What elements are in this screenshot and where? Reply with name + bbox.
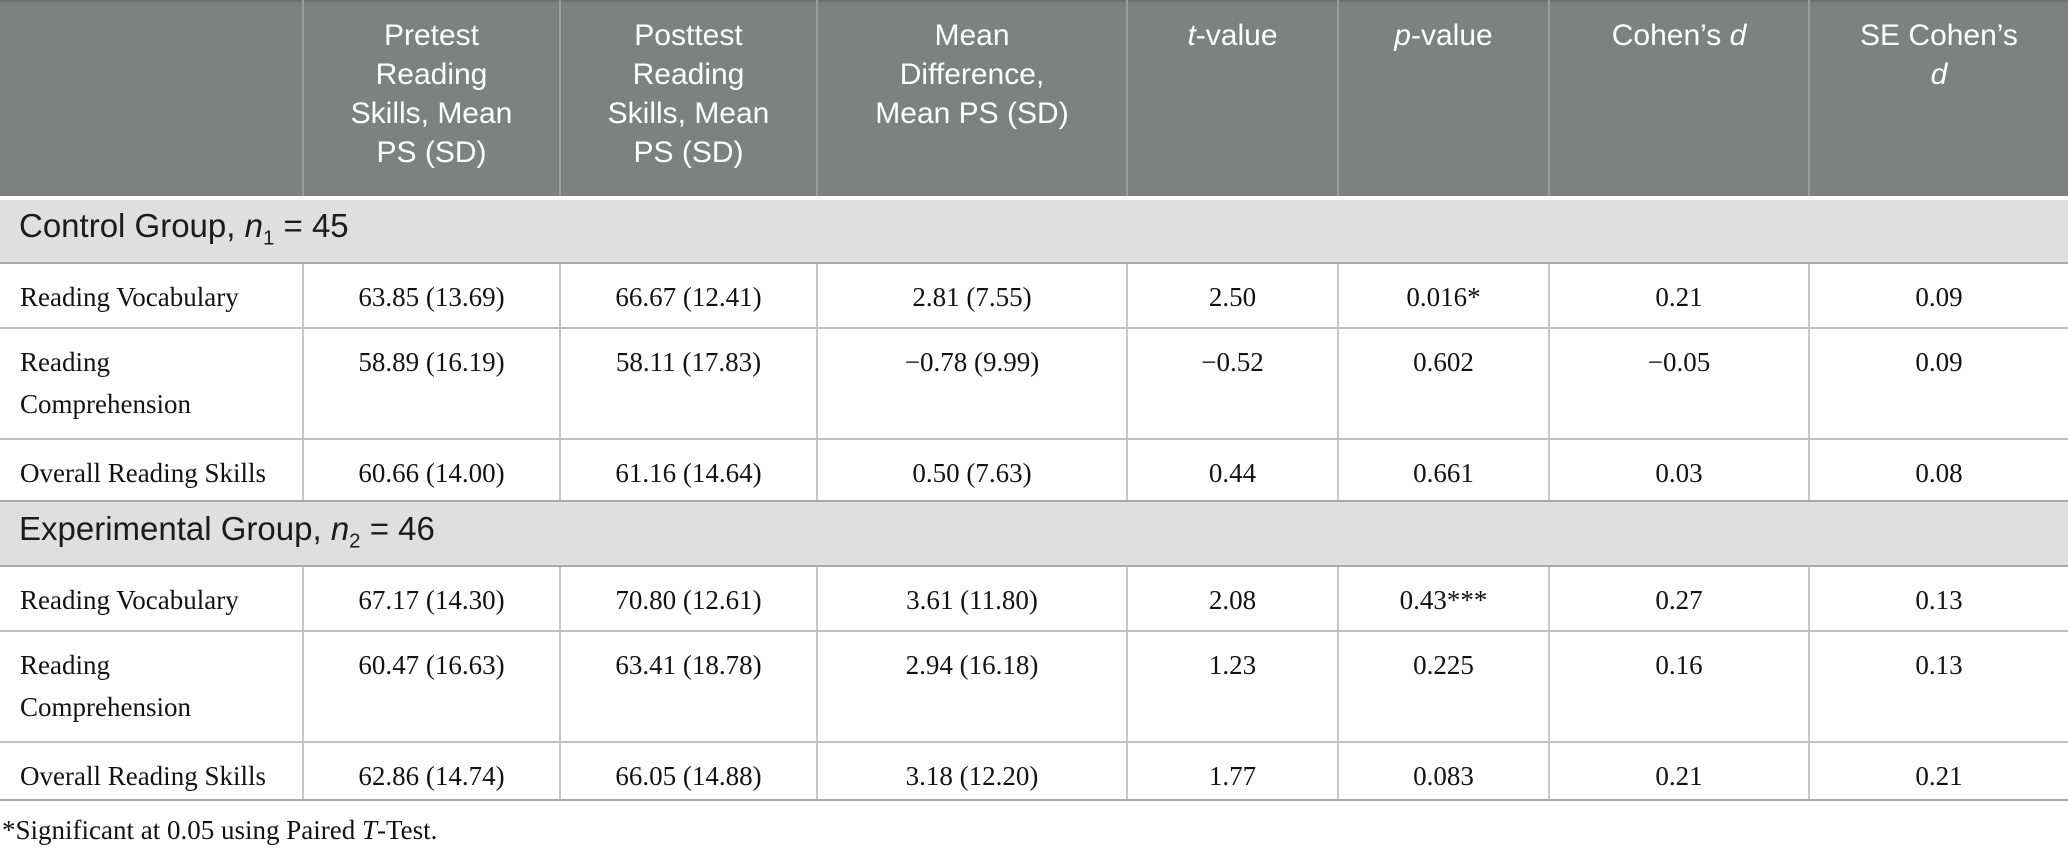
cell-t-value: −0.52: [1126, 328, 1338, 440]
results-table: Pretest Reading Skills, Mean PS (SD) Pos…: [0, 0, 2068, 801]
cell-pretest: 60.66 (14.00): [302, 439, 560, 502]
cell-p-value: 0.602: [1337, 328, 1549, 440]
group-header-control: Control Group, n1 = 45: [0, 197, 2068, 264]
cell-se-cohens-d: 0.09: [1808, 328, 2068, 440]
cell-cohens-d: −0.05: [1548, 328, 1809, 440]
cell-se-cohens-d: 0.13: [1808, 566, 2068, 632]
row-label: Reading Comprehension: [0, 328, 303, 440]
cell-t-value: 1.23: [1126, 631, 1338, 743]
cell-pretest: 63.85 (13.69): [302, 263, 560, 329]
row-label: Overall Reading Skills: [0, 439, 303, 502]
cell-cohens-d: 0.21: [1548, 263, 1809, 329]
table-header: Pretest Reading Skills, Mean PS (SD) Pos…: [0, 1, 2068, 200]
table-row-control-comprehension: Reading Comprehension 58.89 (16.19) 58.1…: [0, 328, 2068, 440]
cell-cohens-d: 0.16: [1548, 631, 1809, 743]
cell-mean-difference: 2.81 (7.55): [816, 263, 1127, 329]
n-variable: n: [330, 509, 350, 547]
col-header-posttest-label: Posttest Reading Skills, Mean PS (SD): [607, 19, 770, 169]
n-variable: n: [244, 207, 263, 245]
cell-se-cohens-d: 0.08: [1808, 439, 2068, 502]
cell-cohens-d: 0.21: [1548, 742, 1809, 801]
table-row-experimental-vocabulary: Reading Vocabulary 67.17 (14.30) 70.80 (…: [0, 566, 2068, 632]
cell-p-value: 0.661: [1337, 439, 1549, 502]
n-subscript: 2: [349, 529, 361, 553]
col-header-cohens-d: Cohen’s d: [1548, 1, 1809, 200]
row-label: Reading Comprehension: [0, 631, 303, 743]
table-body: Control Group, n1 = 45 Reading Vocabular…: [0, 197, 2068, 801]
header-row: Pretest Reading Skills, Mean PS (SD) Pos…: [0, 1, 2068, 200]
col-header-mean-difference: Mean Difference, Mean PS (SD): [816, 1, 1127, 200]
cell-se-cohens-d: 0.09: [1808, 263, 2068, 329]
col-header-se-cohens-d: SE Cohen’s d: [1808, 1, 2068, 200]
cell-cohens-d: 0.27: [1548, 566, 1809, 632]
cell-p-value: 0.083: [1337, 742, 1549, 801]
col-header-posttest: Posttest Reading Skills, Mean PS (SD): [559, 1, 817, 200]
cell-posttest: 61.16 (14.64): [559, 439, 817, 502]
n-subscript: 1: [262, 226, 275, 250]
table-row-control-overall: Overall Reading Skills 60.66 (14.00) 61.…: [0, 439, 2068, 502]
col-header-pretest-label: Pretest Reading Skills, Mean PS (SD): [350, 19, 513, 169]
cell-p-value: 0.43***: [1337, 566, 1549, 632]
cell-posttest: 66.67 (12.41): [559, 263, 817, 329]
col-header-t-value: t-value: [1126, 1, 1338, 200]
cell-mean-difference: 2.94 (16.18): [816, 631, 1127, 743]
cell-mean-difference: 0.50 (7.63): [816, 439, 1127, 502]
cell-p-value: 0.016*: [1337, 263, 1549, 329]
cell-pretest: 62.86 (14.74): [302, 742, 560, 801]
col-header-p-value-label: p-value: [1394, 19, 1493, 52]
col-header-mean-difference-label: Mean Difference, Mean PS (SD): [875, 19, 1069, 130]
cell-mean-difference: 3.18 (12.20): [816, 742, 1127, 801]
cell-t-value: 0.44: [1126, 439, 1338, 502]
cell-cohens-d: 0.03: [1548, 439, 1809, 502]
cell-se-cohens-d: 0.21: [1808, 742, 2068, 801]
cell-t-value: 2.08: [1126, 566, 1338, 632]
cell-pretest: 60.47 (16.63): [302, 631, 560, 743]
cell-mean-difference: −0.78 (9.99): [816, 328, 1127, 440]
row-label: Reading Vocabulary: [0, 263, 303, 329]
cell-t-value: 1.77: [1126, 742, 1338, 801]
col-header-pretest: Pretest Reading Skills, Mean PS (SD): [302, 1, 560, 200]
group-header-control-label: Control Group, n1 = 45: [0, 197, 2068, 264]
table-row-control-vocabulary: Reading Vocabulary 63.85 (13.69) 66.67 (…: [0, 263, 2068, 329]
cell-mean-difference: 3.61 (11.80): [816, 566, 1127, 632]
cell-pretest: 67.17 (14.30): [302, 566, 560, 632]
col-header-se-cohens-d-label: SE Cohen’s d: [1860, 19, 2018, 91]
cell-pretest: 58.89 (16.19): [302, 328, 560, 440]
col-header-t-value-label: t-value: [1187, 19, 1278, 52]
cell-posttest: 66.05 (14.88): [559, 742, 817, 801]
col-header-cohens-d-label: Cohen’s d: [1611, 19, 1747, 52]
row-label: Overall Reading Skills: [0, 742, 303, 801]
cell-posttest: 63.41 (18.78): [559, 631, 817, 743]
table-row-experimental-comprehension: Reading Comprehension 60.47 (16.63) 63.4…: [0, 631, 2068, 743]
table-footnote: *Significant at 0.05 using Paired T-Test…: [2, 815, 438, 845]
table-row-experimental-overall: Overall Reading Skills 62.86 (14.74) 66.…: [0, 742, 2068, 801]
group-header-experimental: Experimental Group, n2 = 46: [0, 500, 2068, 567]
cell-posttest: 70.80 (12.61): [559, 566, 817, 632]
cell-p-value: 0.225: [1337, 631, 1549, 743]
cell-se-cohens-d: 0.13: [1808, 631, 2068, 743]
cell-t-value: 2.50: [1126, 263, 1338, 329]
col-header-stub: [0, 1, 303, 200]
col-header-p-value: p-value: [1337, 1, 1549, 200]
cell-posttest: 58.11 (17.83): [559, 328, 817, 440]
footnote-t-italic: T: [361, 815, 377, 845]
group-header-experimental-label: Experimental Group, n2 = 46: [0, 500, 2068, 567]
row-label: Reading Vocabulary: [0, 566, 303, 632]
